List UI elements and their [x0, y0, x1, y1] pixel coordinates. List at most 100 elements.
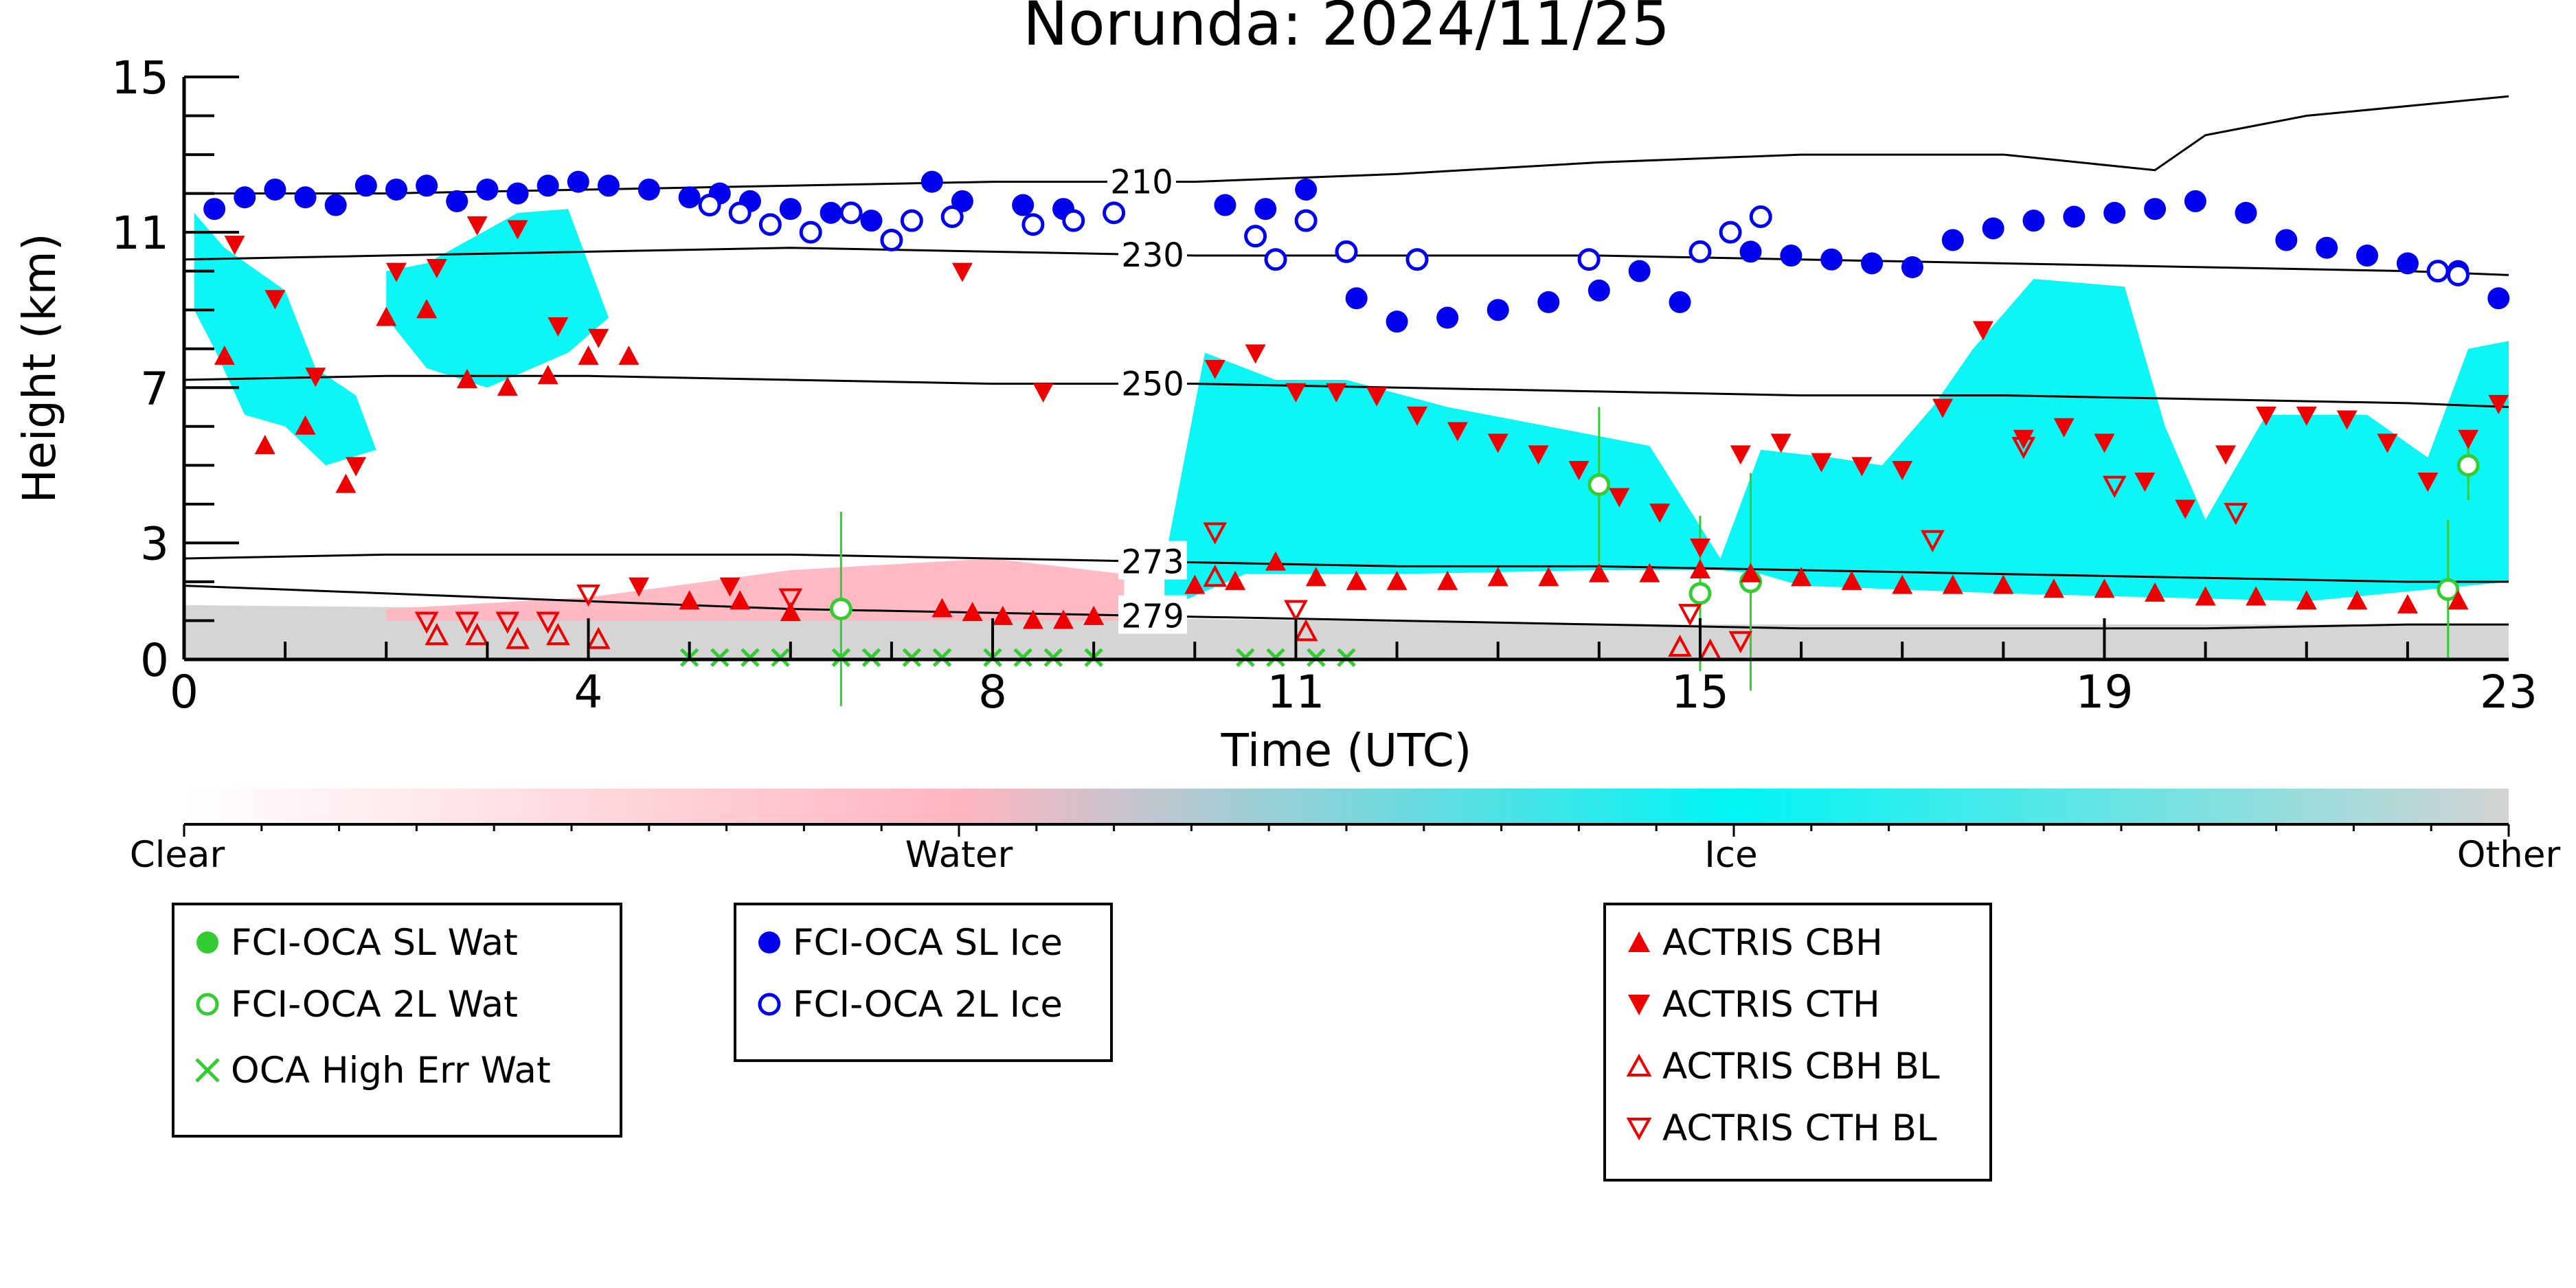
- marker-actris-cbh: [254, 435, 275, 455]
- marker-actris-cth: [1892, 460, 1913, 480]
- marker-actris-cth-bl: [495, 611, 520, 634]
- x-tick-label: 23: [2480, 666, 2538, 719]
- marker-actris-cth: [1245, 344, 1266, 364]
- marker-fci-oca-sl-ice: [1861, 252, 1884, 275]
- marker-actris-cbh: [1053, 609, 1074, 629]
- marker-fci-oca-2l-wat: [2456, 453, 2480, 477]
- marker-fci-oca-2l-wat: [2437, 578, 2460, 601]
- marker-fci-oca-sl-ice: [1254, 198, 1277, 221]
- marker-fci-oca-sl-ice: [1345, 287, 1368, 310]
- marker-fci-oca-sl-ice: [2487, 287, 2510, 310]
- colorbar: Clear Water Ice Other: [130, 789, 2561, 876]
- temperature-contours: 210 230 250 273 279: [184, 95, 2509, 636]
- marker-actris-cth: [1972, 321, 1993, 341]
- marker-actris-cth: [2215, 445, 2237, 465]
- marker-fci-oca-sl-ice: [1214, 194, 1236, 216]
- marker-actris-cbh: [1892, 574, 1913, 594]
- contour-line-210: [184, 95, 2509, 195]
- marker-actris-cbh: [1386, 570, 1408, 590]
- y-tick-label: 15: [111, 52, 169, 104]
- legend-label: FCI-OCA 2L Wat: [231, 983, 518, 1026]
- marker-fci-oca-sl-ice: [2396, 252, 2419, 275]
- marker-actris-cbh: [1993, 574, 2014, 594]
- marker-actris-cth: [1528, 445, 1549, 465]
- marker-actris-cbh: [1083, 605, 1105, 625]
- colorbar-label-water: Water: [905, 834, 1013, 876]
- marker-actris-cth: [2417, 472, 2439, 492]
- marker-actris-cbh: [1487, 567, 1509, 587]
- marker-actris-cth: [2053, 418, 2075, 438]
- marker-actris-cth: [305, 368, 326, 387]
- marker-actris-cth: [346, 457, 367, 477]
- marker-fci-oca-sl-ice: [2316, 236, 2338, 259]
- marker-actris-cbh: [1639, 563, 1660, 583]
- contour-label: 250: [1121, 365, 1184, 404]
- marker-fci-oca-sl-ice: [637, 178, 660, 201]
- colorbar-label-ice: Ice: [1704, 834, 1757, 876]
- marker-actris-cth-bl: [2011, 437, 2036, 460]
- marker-actris-cth: [1487, 433, 1509, 453]
- y-tick-label: 7: [140, 362, 169, 415]
- marker-actris-cbh: [1184, 574, 1206, 594]
- x-axis-label: Time (UTC): [1221, 724, 1472, 777]
- marker-actris-cth: [2255, 406, 2276, 426]
- marker-fci-oca-2l-ice: [1021, 213, 1045, 236]
- open-circle-icon: [758, 993, 781, 1016]
- marker-oca-high-err-wat: [1266, 648, 1285, 667]
- marker-actris-cbh: [1265, 551, 1287, 571]
- marker-actris-cth: [2336, 410, 2358, 430]
- marker-actris-cth-bl: [455, 611, 479, 634]
- marker-oca-high-err-wat: [1013, 648, 1032, 667]
- legend-item-2l-ice: FCI-OCA 2L Ice: [753, 984, 1063, 1026]
- marker-actris-cbh: [2145, 582, 2166, 602]
- ice-field-region: [386, 209, 609, 388]
- marker-actris-cth-bl: [778, 588, 803, 611]
- marker-actris-cth: [1568, 460, 1590, 480]
- marker-actris-cth: [629, 577, 650, 597]
- marker-actris-cbh: [2195, 586, 2216, 606]
- marker-actris-cbh: [1225, 570, 1246, 590]
- marker-fci-oca-2l-ice: [880, 228, 903, 251]
- x-tick-label: 8: [978, 666, 1007, 719]
- marker-fci-oca-sl-ice: [678, 186, 701, 209]
- marker-fci-oca-sl-ice: [567, 170, 589, 193]
- marker-fci-oca-sl-ice: [1901, 256, 1923, 279]
- marker-actris-cth: [1649, 504, 1671, 523]
- contour-label-bg: [1118, 541, 1187, 580]
- marker-actris-cbh: [992, 605, 1013, 625]
- marker-fci-oca-sl-ice: [294, 186, 317, 209]
- marker-actris-cth: [1285, 383, 1307, 403]
- legend-water: FCI-OCA SL Wat FCI-OCA 2L Wat OCA High E…: [172, 903, 622, 1138]
- legend-item-cbh: ACTRIS CBH: [1623, 921, 1883, 964]
- marker-actris-cth-bl: [1284, 600, 1308, 622]
- marker-actris-cth: [1609, 488, 1630, 508]
- marker-actris-cbh: [1437, 570, 1458, 590]
- legend-label: ACTRIS CBH: [1662, 921, 1883, 964]
- marker-oca-high-err-wat: [710, 648, 730, 667]
- marker-fci-oca-2l-ice: [1062, 209, 1085, 232]
- marker-fci-oca-2l-ice: [758, 213, 782, 236]
- marker-fci-oca-sl-ice: [234, 186, 256, 209]
- marker-actris-cbh: [1022, 609, 1043, 629]
- marker-fci-oca-sl-ice: [1941, 229, 1964, 251]
- marker-fci-oca-sl-ice: [2022, 210, 2045, 232]
- legend-actris: ACTRIS CBH ACTRIS CTH ACTRIS CBH BL ACTR…: [1603, 903, 1992, 1182]
- marker-oca-high-err-wat: [1236, 648, 1255, 667]
- y-tick-label: 0: [140, 634, 169, 687]
- marker-fci-oca-2l-ice: [1103, 201, 1126, 225]
- marker-fci-oca-sl-ice: [416, 174, 438, 197]
- filled-triangle-up-icon: [1628, 931, 1650, 952]
- marker-actris-cth-bl: [1921, 530, 1945, 552]
- marker-actris-cbh: [376, 306, 397, 326]
- colorbar-label-other: Other: [2457, 834, 2561, 876]
- marker-actris-cbh-bl: [465, 622, 490, 646]
- marker-actris-cth: [466, 216, 488, 236]
- marker-fci-oca-2l-ice: [1244, 225, 1267, 248]
- marker-actris-cbh: [1791, 567, 1812, 587]
- x-tick-label: 0: [170, 666, 199, 719]
- contour-label: 279: [1121, 598, 1184, 636]
- marker-fci-oca-sl-ice: [324, 194, 347, 216]
- marker-fci-oca-sl-ice: [2184, 190, 2206, 212]
- marker-actris-cth-bl: [1728, 631, 1753, 653]
- marker-fci-oca-sl-ice: [1628, 260, 1651, 282]
